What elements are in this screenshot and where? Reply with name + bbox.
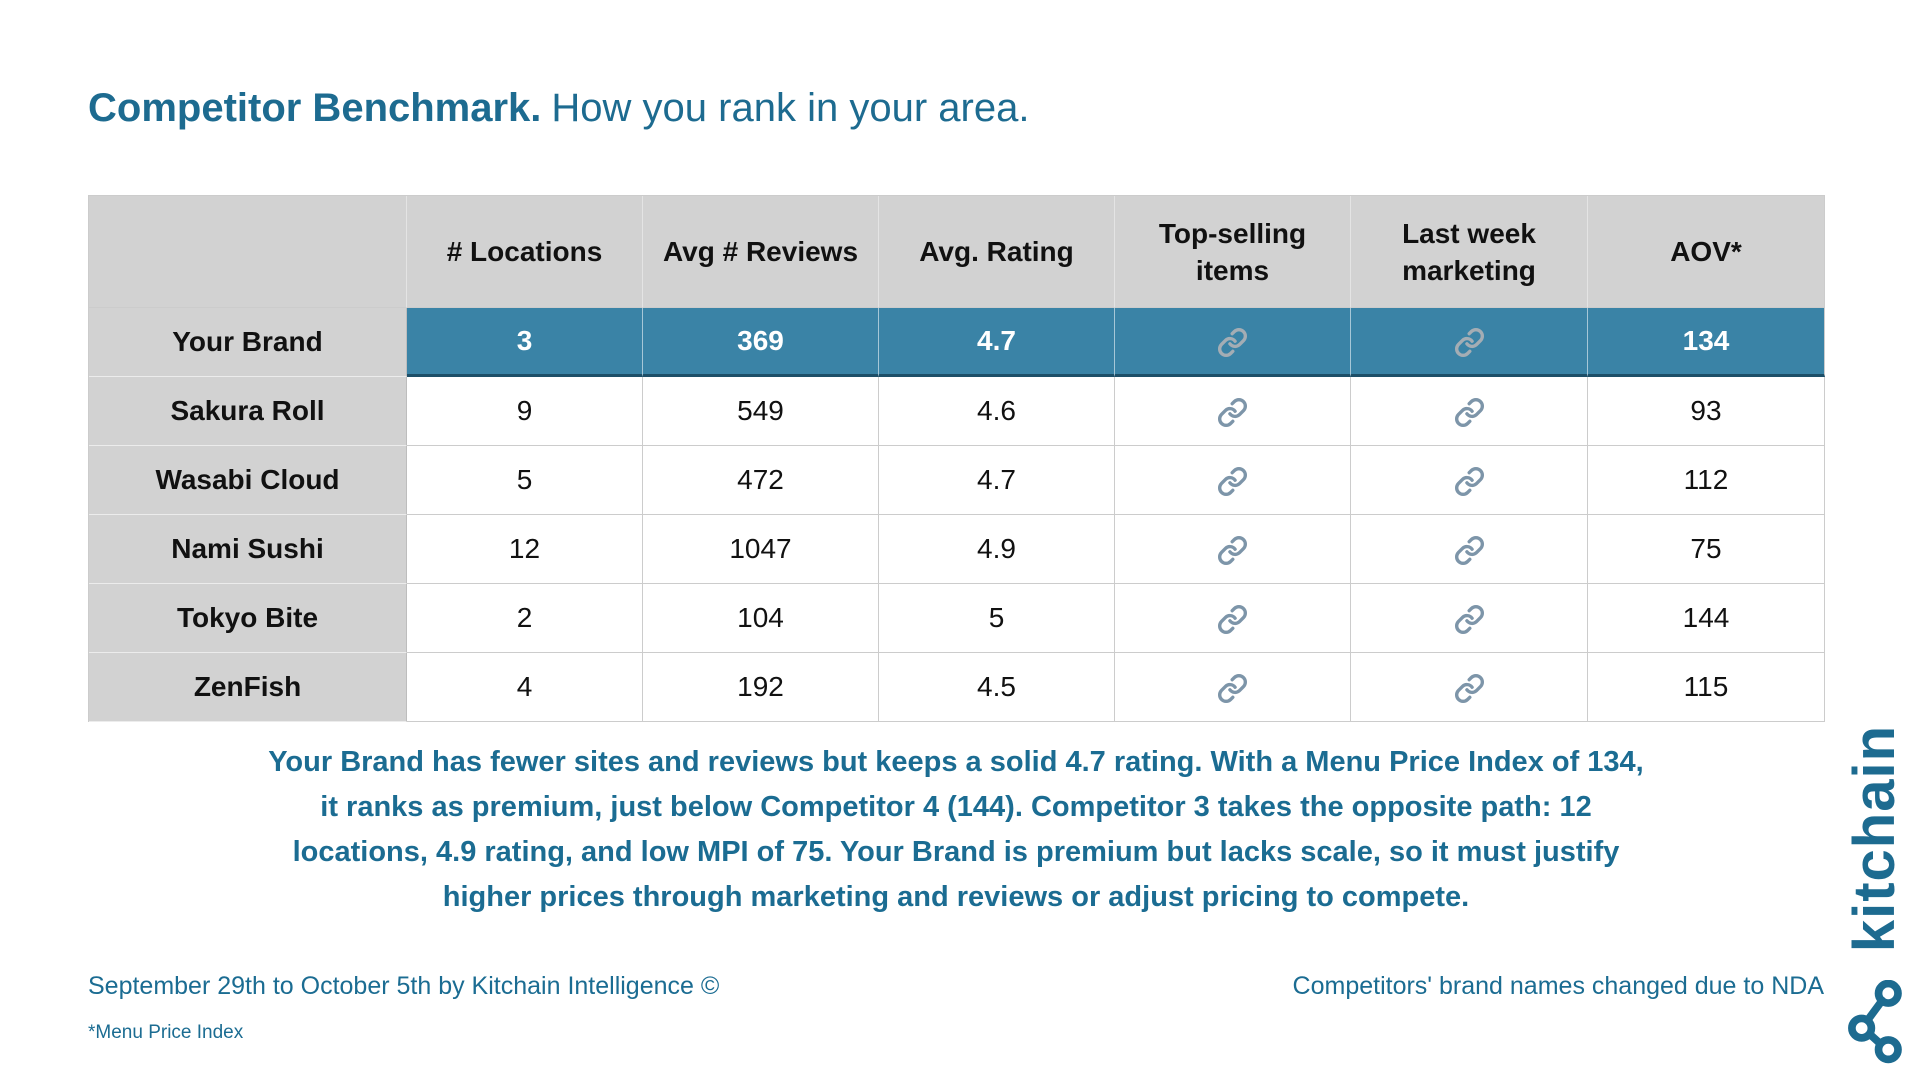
rating-cell: 4.7	[879, 308, 1115, 377]
footer-nda-note: Competitors' brand names changed due to …	[1292, 972, 1824, 1000]
aov-cell: 75	[1588, 515, 1825, 584]
page-title: Competitor Benchmark. How you rank in you…	[88, 86, 1029, 131]
brand-name-cell: Nami Sushi	[89, 515, 407, 584]
header-top-selling: Top-selling items	[1115, 196, 1351, 308]
locations-cell: 9	[407, 377, 643, 446]
marketing-link[interactable]	[1351, 377, 1588, 446]
header-last-week-marketing: Last week marketing	[1351, 196, 1588, 308]
kitchain-logo-text: kitchain	[1842, 724, 1907, 952]
reviews-cell: 192	[643, 653, 879, 722]
reviews-cell: 472	[643, 446, 879, 515]
rating-cell: 4.9	[879, 515, 1115, 584]
marketing-link[interactable]	[1351, 653, 1588, 722]
reviews-cell: 549	[643, 377, 879, 446]
table-row: ZenFish 4 192 4.5 115	[89, 653, 1825, 722]
header-locations: # Locations	[407, 196, 643, 308]
link-icon	[1218, 673, 1247, 703]
footer-date-source: September 29th to October 5th by Kitchai…	[88, 972, 720, 1000]
rating-cell: 4.5	[879, 653, 1115, 722]
link-icon	[1454, 604, 1484, 634]
locations-cell: 12	[407, 515, 643, 584]
link-icon	[1218, 535, 1247, 565]
top-selling-link[interactable]	[1115, 446, 1351, 515]
link-icon	[1454, 327, 1484, 357]
aov-cell: 112	[1588, 446, 1825, 515]
marketing-link[interactable]	[1351, 308, 1588, 377]
link-icon	[1218, 397, 1247, 427]
chain-links-icon	[1848, 979, 1902, 1064]
link-icon	[1218, 604, 1247, 634]
table-row: Wasabi Cloud 5 472 4.7 112	[89, 446, 1825, 515]
brand-name-cell: ZenFish	[89, 653, 407, 722]
table-row: Nami Sushi 12 1047 4.9 75	[89, 515, 1825, 584]
reviews-cell: 369	[643, 308, 879, 377]
top-selling-link[interactable]	[1115, 377, 1351, 446]
link-icon	[1454, 397, 1484, 427]
top-selling-link[interactable]	[1115, 515, 1351, 584]
rating-cell: 4.6	[879, 377, 1115, 446]
summary-text: Your Brand has fewer sites and reviews b…	[268, 746, 1644, 913]
top-selling-link[interactable]	[1115, 653, 1351, 722]
top-selling-link[interactable]	[1115, 584, 1351, 653]
header-row: # Locations Avg # Reviews Avg. Rating To…	[89, 196, 1825, 308]
page-title-subtitle: How you rank in your area.	[551, 86, 1030, 130]
table-row: Your Brand 3 369 4.7 134	[89, 308, 1825, 377]
reviews-cell: 1047	[643, 515, 879, 584]
marketing-link[interactable]	[1351, 515, 1588, 584]
benchmark-table: # Locations Avg # Reviews Avg. Rating To…	[88, 195, 1825, 722]
footer-mpi-note: *Menu Price Index	[88, 1022, 244, 1043]
brand-name-cell: Wasabi Cloud	[89, 446, 407, 515]
header-avg-rating: Avg. Rating	[879, 196, 1115, 308]
top-selling-link[interactable]	[1115, 308, 1351, 377]
aov-cell: 93	[1588, 377, 1825, 446]
link-icon	[1218, 466, 1247, 496]
aov-cell: 115	[1588, 653, 1825, 722]
locations-cell: 4	[407, 653, 643, 722]
page-title-bold: Competitor Benchmark.	[88, 86, 542, 130]
aov-cell: 134	[1588, 308, 1825, 377]
table-row: Tokyo Bite 2 104 5 144	[89, 584, 1825, 653]
table-header: # Locations Avg # Reviews Avg. Rating To…	[89, 196, 1825, 308]
locations-cell: 3	[407, 308, 643, 377]
link-icon	[1454, 466, 1484, 496]
rating-cell: 5	[879, 584, 1115, 653]
table-row: Sakura Roll 9 549 4.6 93	[89, 377, 1825, 446]
brand-name-cell: Sakura Roll	[89, 377, 407, 446]
locations-cell: 2	[407, 584, 643, 653]
link-icon	[1218, 327, 1247, 357]
kitchain-logo-mark	[1846, 979, 1908, 1064]
link-icon	[1454, 673, 1484, 703]
locations-cell: 5	[407, 446, 643, 515]
brand-name-cell: Your Brand	[89, 308, 407, 377]
header-avg-reviews: Avg # Reviews	[643, 196, 879, 308]
header-aov: AOV*	[1588, 196, 1825, 308]
brand-name-cell: Tokyo Bite	[89, 584, 407, 653]
link-icon	[1454, 535, 1484, 565]
aov-cell: 144	[1588, 584, 1825, 653]
marketing-link[interactable]	[1351, 584, 1588, 653]
header-brand	[89, 196, 407, 308]
table-body: Your Brand 3 369 4.7 134 Sakura Roll 9	[89, 308, 1825, 722]
rating-cell: 4.7	[879, 446, 1115, 515]
marketing-link[interactable]	[1351, 446, 1588, 515]
reviews-cell: 104	[643, 584, 879, 653]
